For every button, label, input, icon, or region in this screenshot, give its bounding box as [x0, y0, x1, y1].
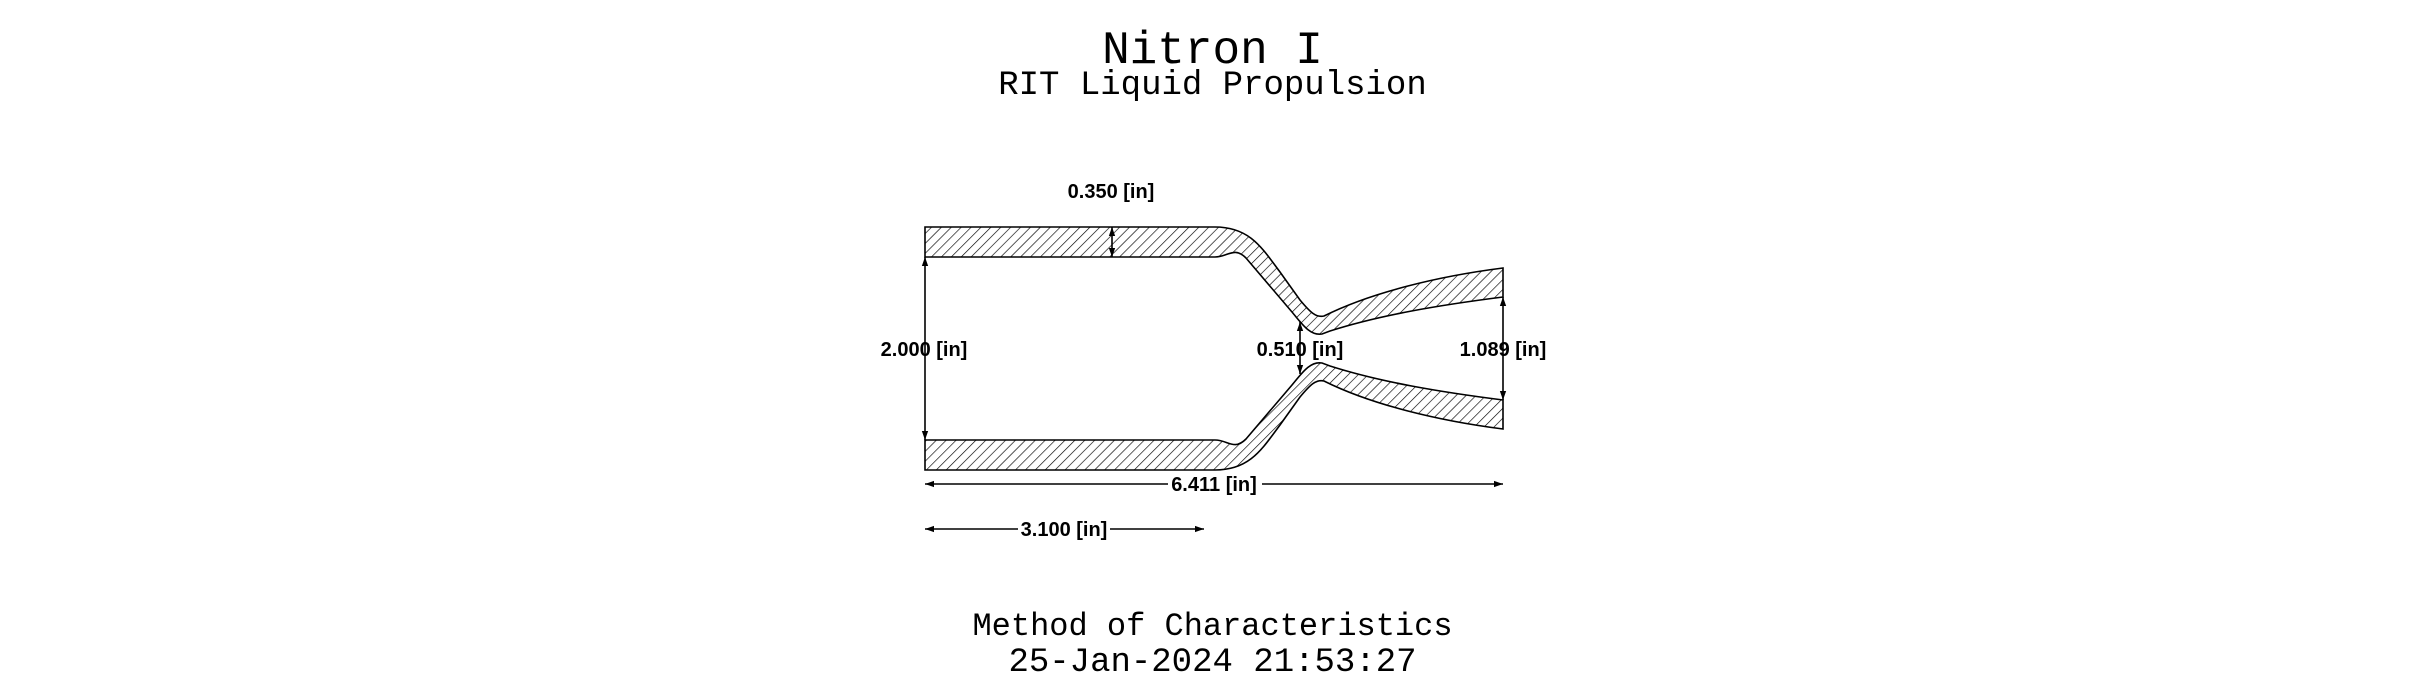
wall-thickness-dimension: 0.350 [in] [1068, 181, 1155, 257]
exit-diameter-dimension: 1.089 [in] [1460, 297, 1547, 400]
page-title: Nitron I [1102, 25, 1323, 77]
chamber-diameter-dimension: 2.000 [in] [881, 257, 968, 440]
total-length-label: 6.411 [in] [1171, 474, 1257, 496]
page-subtitle: RIT Liquid Propulsion [998, 67, 1427, 105]
upper-nozzle-wall [924, 226, 1504, 335]
throat-diameter-label: 0.510 [in] [1257, 339, 1344, 361]
chamber-length-dimension: 3.100 [in] [925, 519, 1204, 541]
method-label: Method of Characteristics [972, 608, 1453, 645]
throat-diameter-dimension: 0.510 [in] [1257, 322, 1344, 374]
timestamp-label: 25-Jan-2024 21:53:27 [1008, 644, 1417, 682]
exit-diameter-label: 1.089 [in] [1460, 339, 1547, 361]
chamber-diameter-label: 2.000 [in] [881, 339, 968, 361]
chamber-length-label: 3.100 [in] [1021, 519, 1108, 541]
wall-thickness-label: 0.350 [in] [1068, 181, 1155, 203]
total-length-dimension: 6.411 [in] [925, 474, 1503, 496]
lower-nozzle-wall [924, 362, 1504, 471]
